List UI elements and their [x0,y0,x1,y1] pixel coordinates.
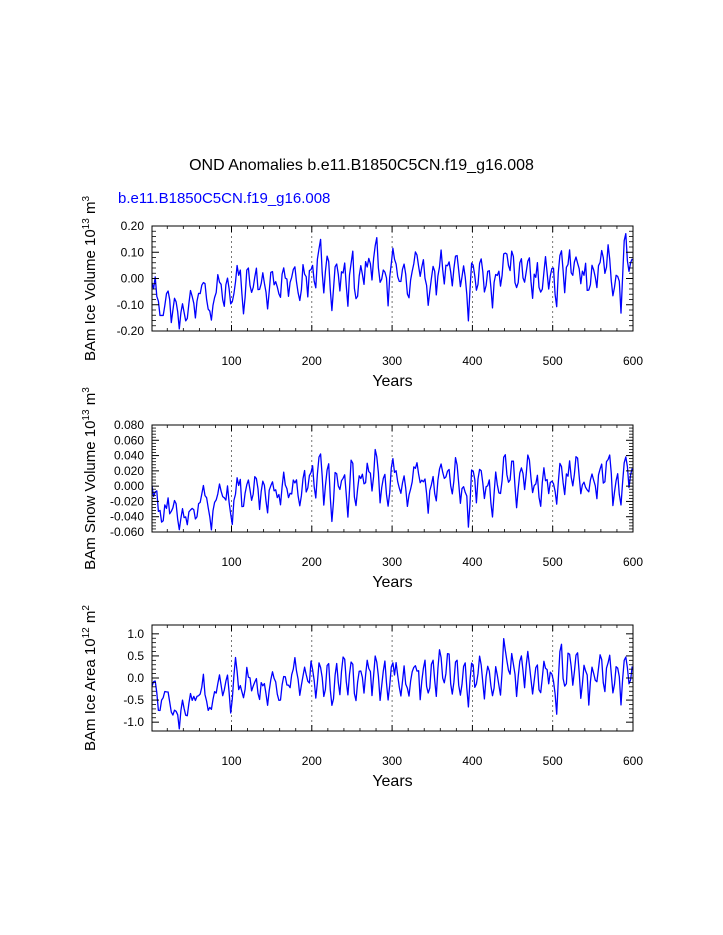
y-tick-label: 0.00 [121,272,145,286]
y-tick-label: -0.060 [110,525,144,539]
plot-frame [151,624,634,732]
x-tick-label: 200 [302,555,322,569]
x-tick-label: 100 [221,754,241,768]
x-axis-label: Years [372,773,412,790]
y-tick-label: 1.0 [127,627,144,641]
y-tick-label: -0.10 [117,298,145,312]
series-line [151,448,633,531]
y-tick-label: 0.20 [121,219,145,233]
figure-subtitle: b.e11.B1850C5CN.f19_g16.008 [118,190,331,207]
x-tick-label: 600 [623,354,643,368]
x-axis-label: Years [372,574,412,591]
y-tick-label: 0.5 [127,649,144,663]
x-tick-label: 300 [382,354,402,368]
y-tick-label: 0.040 [114,449,144,463]
y-tick-label: -0.20 [117,324,145,338]
y-tick-label: 0.060 [114,433,144,447]
chart-panel-2: 100 200 300 400 500 600 -0.060-0.040 -0.0200.00… [81,387,643,591]
x-tick-label: 400 [462,354,482,368]
x-tick-label: 600 [623,754,643,768]
plot-frame [151,424,634,533]
series-line [151,232,633,330]
x-tick-label: 600 [623,555,643,569]
x-tick-label: 500 [543,354,563,368]
plot-frame [151,225,634,332]
x-tick-label: 300 [382,555,402,569]
series-line [151,637,633,730]
y-tick-label: 0.080 [114,418,144,432]
y-axis-label: BAm Ice Area 1012 m2 [81,605,99,751]
x-tick-label: 100 [221,354,241,368]
y-tick-label: 0.10 [121,245,145,259]
chart-panel-1: 100 200 300 400 500 600 -0.20 -0.10 0.00 0.10 0.20… [81,196,643,390]
x-tick-label: 200 [302,354,322,368]
x-tick-label: 500 [543,754,563,768]
y-tick-label: -0.020 [110,494,144,508]
y-tick-label: -0.040 [110,510,144,524]
x-tick-label: 400 [462,754,482,768]
y-axis-label: BAm Ice Volume 1013 m3 [81,196,99,362]
x-tick-label: 300 [382,754,402,768]
x-tick-label: 100 [221,555,241,569]
x-tick-label: 500 [543,555,563,569]
chart-panel-3: 100 200 300 400 500 600 -1.0 -0.5 0.0 0.5 1.0 Years… [81,605,643,790]
y-tick-label: -1.0 [123,715,144,729]
figure-title: OND Anomalies b.e11.B1850C5CN.f19_g16.00… [189,157,534,174]
y-tick-label: -0.5 [123,693,144,707]
x-tick-label: 400 [462,555,482,569]
y-axis-label: BAm Snow Volume 1013 m3 [81,387,99,570]
y-tick-label: 0.000 [114,479,144,493]
x-tick-label: 200 [302,754,322,768]
x-axis-label: Years [372,373,412,390]
y-tick-label: 0.0 [127,671,144,685]
y-tick-label: 0.020 [114,464,144,478]
